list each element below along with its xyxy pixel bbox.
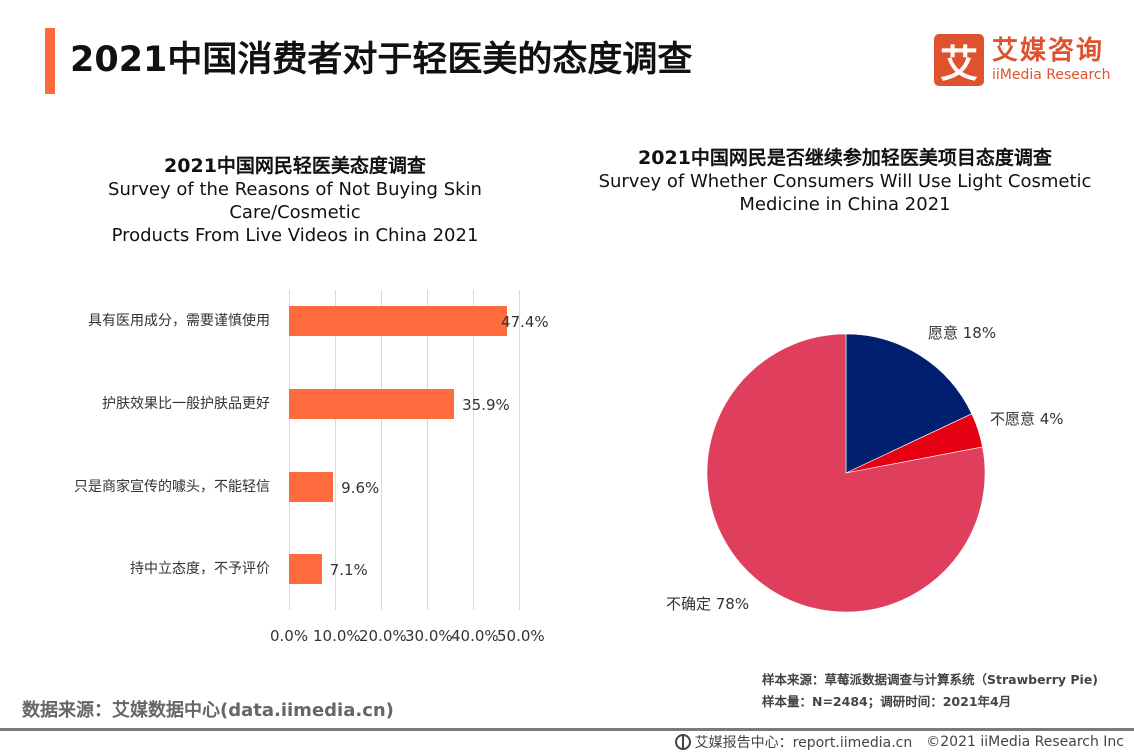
logo-name-en: iiMedia Research bbox=[992, 67, 1111, 83]
sample-source: 样本来源：草莓派数据调查与计算系统（Strawberry Pie) bbox=[762, 672, 1099, 687]
bar-chart: 0.0% 10.0% 20.0% 30.0% 40.0% 50.0% 具有医用成分，需要谨慎… bbox=[0, 280, 600, 660]
pie-chart-title-cn: 2021中国网民是否继续参加轻医美项目态度调查 bbox=[638, 147, 1052, 169]
bar-chart-title-en-2: Products From Live Videos in China 2021 bbox=[111, 225, 479, 246]
x-axis-tick: 0.0% bbox=[270, 627, 309, 645]
sample-info: 样本来源：草莓派数据调查与计算系统（Strawberry Pie) 样本量：N=… bbox=[762, 669, 1098, 713]
gridline bbox=[381, 290, 382, 610]
bar-category-label: 护肤效果比一般护肤品更好 bbox=[102, 396, 270, 412]
gridline bbox=[289, 290, 290, 610]
bar-chart-title-cn: 2021中国网民轻医美态度调查 bbox=[164, 155, 426, 177]
pie-slice-label: 愿意 18% bbox=[928, 324, 997, 342]
sample-size: 样本量：N=2484；调研时间：2021年4月 bbox=[762, 694, 1012, 709]
x-axis-tick: 10.0% bbox=[313, 627, 361, 645]
bar-category-label: 具有医用成分，需要谨慎使用 bbox=[88, 313, 270, 329]
brand-logo: 艾 艾媒咨询 iiMedia Research bbox=[934, 33, 1111, 87]
logo-icon: 艾 bbox=[934, 34, 984, 86]
pie-slice-label: 不确定 78% bbox=[666, 595, 750, 613]
globe-cursor-icon bbox=[674, 734, 691, 750]
x-axis-tick: 30.0% bbox=[405, 627, 453, 645]
footer: 艾媒报告中心：report.iimedia.cn ©2021 iiMedia R… bbox=[674, 732, 1124, 752]
footer-divider bbox=[0, 728, 1134, 731]
copyright: ©2021 iiMedia Research Inc bbox=[926, 734, 1124, 750]
x-axis-tick: 20.0% bbox=[359, 627, 407, 645]
logo-name-cn: 艾媒咨询 bbox=[992, 36, 1105, 66]
pie-chart-title: 2021中国网民是否继续参加轻医美项目态度调查 Survey of Whethe… bbox=[585, 147, 1105, 216]
page-title: 2021中国消费者对于轻医美的态度调查 bbox=[70, 40, 693, 80]
bar bbox=[289, 306, 508, 336]
pie-slice bbox=[845, 333, 973, 474]
bar-value-label: 35.9% bbox=[462, 396, 510, 414]
pie-slice-label: 不愿意 4% bbox=[990, 410, 1064, 428]
bar-chart-title-en-1: Survey of the Reasons of Not Buying Skin… bbox=[108, 179, 482, 223]
gridline bbox=[473, 290, 474, 610]
bar-value-label: 47.4% bbox=[501, 313, 549, 331]
bar-category-label: 持中立态度，不予评价 bbox=[130, 561, 270, 577]
data-source: 数据来源：艾媒数据中心(data.iimedia.cn) bbox=[22, 700, 394, 721]
x-axis-tick: 40.0% bbox=[451, 627, 499, 645]
bar-chart-title: 2021中国网民轻医美态度调查 Survey of the Reasons of… bbox=[40, 155, 550, 247]
gridline bbox=[335, 290, 336, 610]
gridline bbox=[427, 290, 428, 610]
bar-value-label: 9.6% bbox=[341, 479, 380, 497]
gridline bbox=[519, 290, 520, 610]
report-center-link[interactable]: 艾媒报告中心：report.iimedia.cn bbox=[694, 735, 913, 751]
title-accent-bar bbox=[45, 28, 55, 94]
bar bbox=[289, 554, 322, 584]
pie-chart-title-en-1: Survey of Whether Consumers Will Use Lig… bbox=[598, 171, 1092, 192]
pie-slice bbox=[706, 333, 986, 613]
pie-chart-title-en-2: Medicine in China 2021 bbox=[739, 194, 951, 215]
bar-category-label: 只是商家宣传的噱头，不能轻信 bbox=[74, 479, 270, 495]
bar bbox=[289, 472, 334, 502]
bar-value-label: 7.1% bbox=[329, 561, 368, 579]
x-axis-tick: 50.0% bbox=[497, 627, 545, 645]
bar bbox=[289, 389, 455, 419]
